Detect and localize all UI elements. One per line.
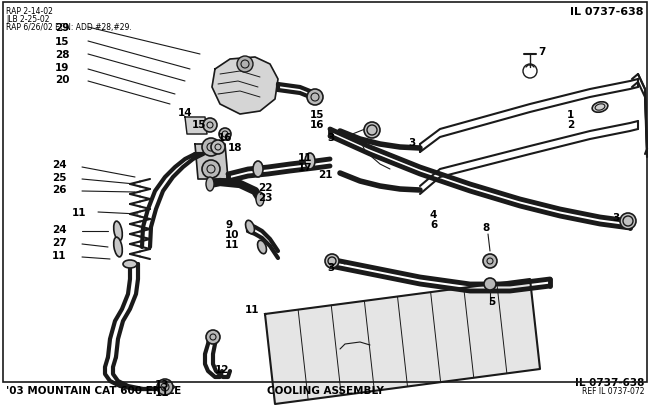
Text: 21: 21 bbox=[318, 170, 333, 179]
Text: 11: 11 bbox=[72, 207, 86, 217]
Circle shape bbox=[202, 139, 220, 157]
Text: 19: 19 bbox=[55, 63, 70, 73]
Text: 11: 11 bbox=[245, 304, 259, 314]
Ellipse shape bbox=[114, 222, 122, 241]
Text: 11: 11 bbox=[52, 250, 66, 260]
Text: 15: 15 bbox=[55, 37, 70, 47]
Text: 16: 16 bbox=[218, 133, 233, 143]
Circle shape bbox=[484, 278, 496, 290]
Text: 10: 10 bbox=[225, 230, 239, 239]
Ellipse shape bbox=[257, 241, 266, 254]
Text: 17: 17 bbox=[298, 162, 313, 173]
Text: IL 0737-638: IL 0737-638 bbox=[571, 7, 644, 17]
Text: 16: 16 bbox=[310, 120, 324, 130]
Circle shape bbox=[325, 254, 339, 269]
Polygon shape bbox=[265, 279, 540, 404]
Circle shape bbox=[483, 254, 497, 269]
Text: 3: 3 bbox=[328, 133, 335, 143]
Text: 25: 25 bbox=[52, 173, 66, 183]
Text: 26: 26 bbox=[52, 185, 66, 194]
Circle shape bbox=[307, 90, 323, 106]
Ellipse shape bbox=[253, 162, 263, 177]
Circle shape bbox=[211, 141, 225, 155]
Text: 13: 13 bbox=[155, 379, 170, 389]
Ellipse shape bbox=[114, 238, 122, 257]
Text: 15: 15 bbox=[192, 120, 207, 130]
Text: 22: 22 bbox=[258, 183, 272, 192]
Text: 12: 12 bbox=[215, 364, 229, 374]
Polygon shape bbox=[212, 58, 278, 115]
Ellipse shape bbox=[246, 221, 254, 234]
Text: 2: 2 bbox=[567, 120, 574, 130]
Text: 11: 11 bbox=[155, 387, 170, 397]
Text: 5: 5 bbox=[488, 296, 495, 306]
Text: RAP 6/26/02 ECN: ADD #28,#29.: RAP 6/26/02 ECN: ADD #28,#29. bbox=[6, 23, 132, 32]
Text: 3: 3 bbox=[328, 262, 335, 272]
Text: 3: 3 bbox=[408, 138, 415, 148]
Text: REF IL 0737-072: REF IL 0737-072 bbox=[582, 386, 644, 395]
Text: COOLING ASSEMBLY: COOLING ASSEMBLY bbox=[266, 385, 384, 395]
Circle shape bbox=[364, 123, 380, 139]
Circle shape bbox=[206, 330, 220, 344]
Circle shape bbox=[620, 213, 636, 230]
Text: 18: 18 bbox=[228, 143, 242, 153]
Ellipse shape bbox=[256, 192, 264, 207]
Circle shape bbox=[202, 161, 220, 179]
Text: 27: 27 bbox=[52, 237, 66, 247]
Circle shape bbox=[237, 57, 253, 73]
Text: 3: 3 bbox=[612, 213, 619, 222]
Text: 14: 14 bbox=[178, 108, 192, 118]
Text: 4: 4 bbox=[430, 209, 437, 220]
Polygon shape bbox=[195, 145, 228, 179]
Circle shape bbox=[219, 129, 231, 141]
Text: 1: 1 bbox=[567, 110, 574, 120]
Text: 29: 29 bbox=[55, 23, 70, 33]
Text: 7: 7 bbox=[538, 47, 545, 57]
Text: 6: 6 bbox=[430, 220, 437, 230]
Text: JLB 2-25-02: JLB 2-25-02 bbox=[6, 15, 49, 24]
Text: 24: 24 bbox=[52, 160, 66, 170]
Ellipse shape bbox=[206, 177, 214, 192]
Text: 11: 11 bbox=[298, 153, 313, 162]
Ellipse shape bbox=[123, 260, 137, 269]
Circle shape bbox=[157, 379, 173, 395]
Ellipse shape bbox=[592, 102, 608, 113]
Text: 28: 28 bbox=[55, 50, 70, 60]
Text: 8: 8 bbox=[482, 222, 489, 232]
Ellipse shape bbox=[305, 153, 315, 170]
Text: RAP 2-14-02: RAP 2-14-02 bbox=[6, 7, 53, 16]
Text: 23: 23 bbox=[258, 192, 272, 202]
Text: 24: 24 bbox=[52, 224, 66, 234]
Text: 20: 20 bbox=[55, 75, 70, 85]
Text: IL 0737-638: IL 0737-638 bbox=[575, 377, 644, 387]
Polygon shape bbox=[185, 118, 207, 135]
Circle shape bbox=[203, 119, 217, 133]
Text: 9: 9 bbox=[225, 220, 232, 230]
Text: '03 MOUNTAIN CAT 600 EFI/LE: '03 MOUNTAIN CAT 600 EFI/LE bbox=[6, 385, 181, 395]
Text: 15: 15 bbox=[310, 110, 324, 120]
Text: 11: 11 bbox=[225, 239, 239, 249]
